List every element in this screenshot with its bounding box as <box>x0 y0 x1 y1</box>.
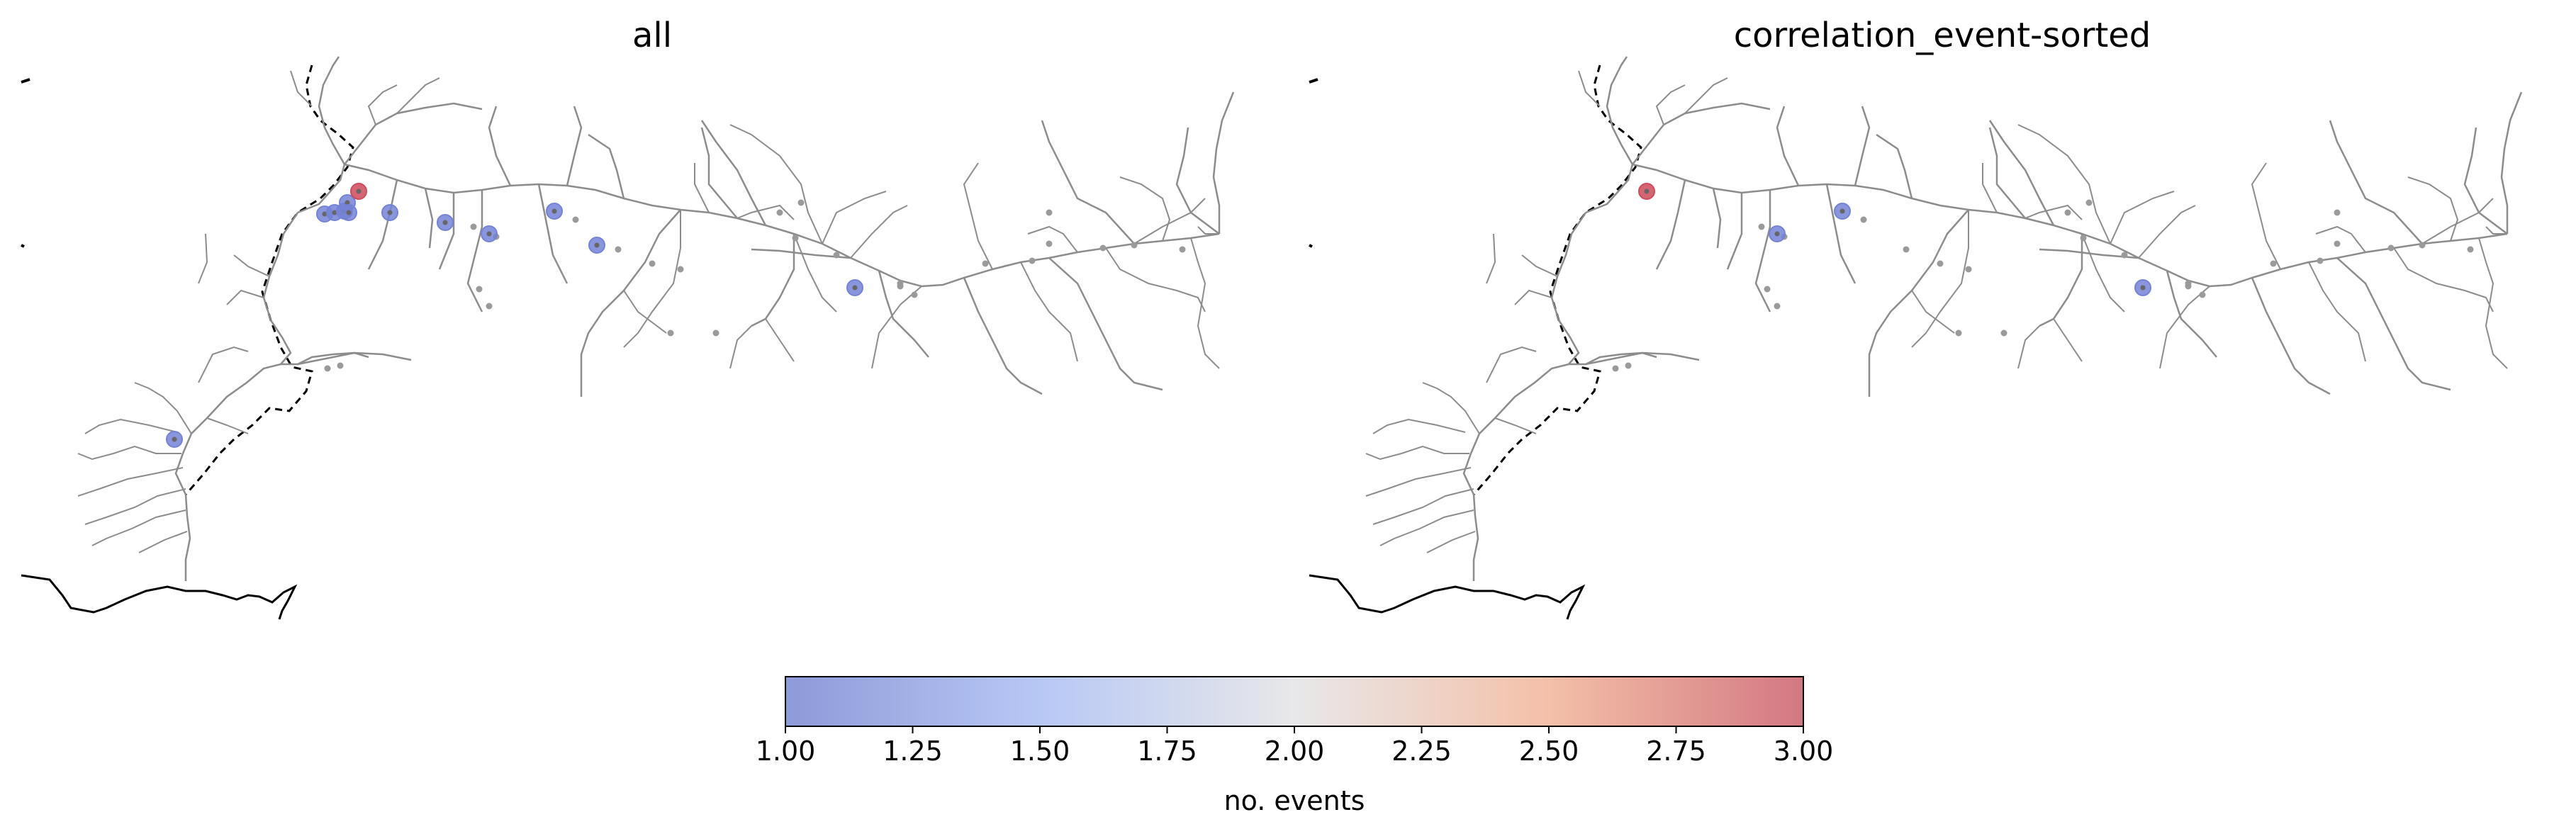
colorbar-label: no. events <box>1224 785 1365 816</box>
gauge-dot <box>1965 266 1972 273</box>
stations-left <box>166 183 1186 448</box>
gauge-dot <box>1774 303 1781 310</box>
gauge-dot <box>897 280 904 287</box>
gauge-dot <box>1955 329 1962 337</box>
gauge-dot <box>649 260 656 267</box>
colorbar-tick-label: 2.50 <box>1519 736 1579 767</box>
colorbar-ticks: 1.00 1.25 1.50 1.75 2.00 2.25 2.50 2.75 3.00 <box>756 726 1834 767</box>
panel-title-correlation: correlation_event-sorted <box>1733 16 2151 55</box>
gauge-dot <box>1131 242 1138 249</box>
colorbar: 1.00 1.25 1.50 1.75 2.00 2.25 2.50 2.75 3.00 no.… <box>756 676 1834 816</box>
station-center-dot <box>345 200 350 205</box>
gauge-dot <box>1099 244 1107 252</box>
gauge-dot <box>2080 235 2087 242</box>
gauge-dot <box>2064 209 2071 216</box>
gauge-dot <box>1179 246 1186 253</box>
gauge-dot <box>486 303 493 310</box>
colorbar-gradient <box>785 676 1804 727</box>
station-center-dot <box>1644 188 1650 194</box>
gauge-dot <box>833 252 840 259</box>
station-center-dot <box>2140 285 2146 291</box>
station-center-dot <box>852 285 858 291</box>
gauge-dot <box>2085 199 2093 206</box>
gauge-dot <box>572 216 579 223</box>
stations-right <box>1612 183 2474 372</box>
station-center-dot <box>172 436 177 442</box>
gauge-dot <box>797 199 805 206</box>
gauge-dot <box>2199 291 2206 298</box>
colorbar-tick-label: 1.50 <box>1010 736 1070 767</box>
gauge-dot <box>324 365 331 372</box>
colorbar-tick-label: 1.25 <box>883 736 943 767</box>
gauge-dot <box>2270 260 2277 267</box>
gauge-dot <box>2185 280 2192 287</box>
colorbar-tick-label: 1.00 <box>756 736 816 767</box>
gauge-dot <box>1625 362 1632 369</box>
gauge-dot <box>2121 252 2128 259</box>
station-center-dot <box>387 210 393 215</box>
colorbar-tick-label: 3.00 <box>1774 736 1834 767</box>
gauge-dot <box>2000 329 2007 337</box>
gauge-dot <box>2317 257 2324 264</box>
station-center-dot <box>1839 208 1845 214</box>
station-center-dot <box>332 210 337 215</box>
gauge-dot <box>2467 246 2474 253</box>
panel-title-all: all <box>632 16 673 55</box>
gauge-dot <box>1860 216 1867 223</box>
map-right <box>1308 55 2523 621</box>
gauge-dot <box>1029 257 1036 264</box>
gauge-dot <box>2334 240 2341 247</box>
gauge-dot <box>615 246 622 253</box>
gauge-dot <box>1758 223 1765 230</box>
station-center-dot <box>442 220 448 225</box>
station-center-dot <box>551 208 557 214</box>
gauge-dot <box>2387 244 2395 252</box>
gauge-dot <box>2419 242 2426 249</box>
gauge-dot <box>1046 209 1053 216</box>
station-center-dot <box>322 211 327 217</box>
gauge-dot <box>982 260 989 267</box>
gauge-dot <box>776 209 783 216</box>
gauge-dot <box>911 291 918 298</box>
map-left <box>20 55 1235 621</box>
gauge-dot <box>2334 209 2341 216</box>
gauge-dot <box>1764 286 1771 293</box>
station-center-dot <box>594 242 600 248</box>
gauge-dot <box>667 329 674 337</box>
colorbar-tick-label: 2.00 <box>1265 736 1325 767</box>
colorbar-tick-label: 2.25 <box>1391 736 1452 767</box>
gauge-dot <box>1612 365 1619 372</box>
station-center-dot <box>1774 231 1780 237</box>
gauge-dot <box>1937 260 1944 267</box>
station-center-dot <box>356 188 362 194</box>
station-center-dot <box>486 231 492 237</box>
station-center-dot <box>346 210 352 215</box>
gauge-dot <box>712 329 719 337</box>
gauge-dot <box>476 286 483 293</box>
colorbar-tick-label: 1.75 <box>1137 736 1197 767</box>
gauge-dot <box>1903 246 1910 253</box>
gauge-dot <box>1046 240 1053 247</box>
gauge-dot <box>677 266 684 273</box>
colorbar-tick-label: 2.75 <box>1646 736 1706 767</box>
gauge-dot <box>792 235 799 242</box>
gauge-dot <box>470 223 477 230</box>
gauge-dot <box>337 362 344 369</box>
